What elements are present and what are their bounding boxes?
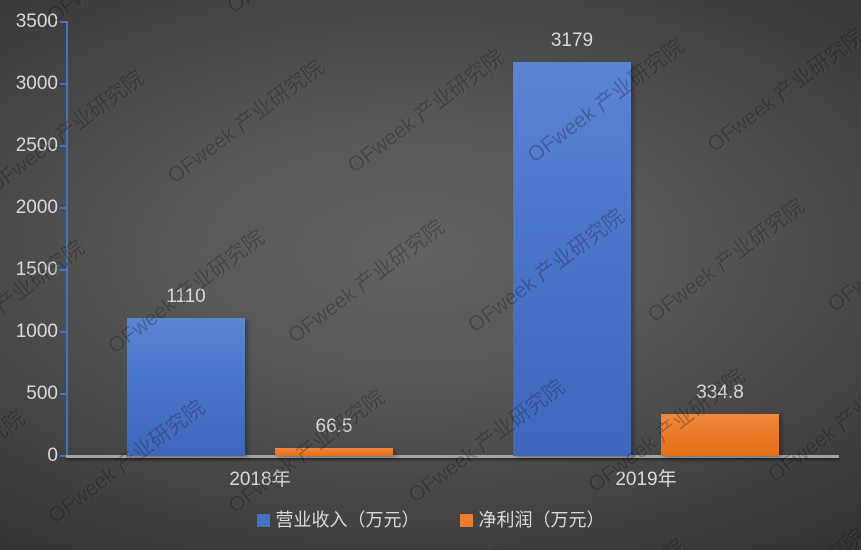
legend: 营业收入（万元） 净利润（万元） — [0, 509, 861, 531]
y-axis-tick-label: 1000 — [15, 321, 58, 342]
legend-swatch-icon — [256, 513, 270, 527]
y-axis-tick-label: 3500 — [15, 11, 58, 32]
y-axis-tick-label: 1500 — [15, 259, 58, 280]
y-axis-tick — [60, 393, 66, 395]
y-axis-line — [66, 21, 68, 457]
bar-revenue-2018年 — [127, 318, 245, 456]
y-axis-tick-label: 0 — [47, 445, 58, 466]
y-axis-tick-label: 3000 — [15, 73, 58, 94]
x-axis-category-label: 2018年 — [229, 469, 291, 490]
y-axis-tick — [60, 331, 66, 333]
bar-value-label: 334.8 — [696, 382, 744, 404]
legend-item-profit: 净利润（万元） — [459, 509, 605, 531]
y-axis-tick — [60, 145, 66, 147]
y-axis-tick — [60, 269, 66, 271]
bar-value-label: 66.5 — [315, 415, 353, 437]
x-axis-category-label: 2019年 — [615, 469, 677, 490]
legend-label: 营业收入（万元） — [275, 510, 420, 530]
y-axis-tick — [60, 455, 66, 457]
x-axis-line — [66, 455, 839, 458]
y-axis-tick — [60, 83, 66, 85]
legend-label: 净利润（万元） — [478, 510, 605, 530]
y-axis-tick — [60, 207, 66, 209]
y-axis-tick — [60, 21, 66, 23]
bar-value-label: 1110 — [166, 286, 206, 308]
bar-revenue-2019年 — [513, 61, 631, 456]
bar-profit-2018年 — [275, 447, 393, 456]
bar-value-label: 3179 — [550, 29, 594, 51]
legend-swatch-icon — [459, 513, 473, 527]
y-axis-tick-label: 2500 — [15, 135, 58, 156]
y-axis-tick-label: 2000 — [15, 197, 58, 218]
bar-profit-2019年 — [661, 414, 779, 456]
y-axis-tick-label: 500 — [26, 383, 58, 404]
legend-item-revenue: 营业收入（万元） — [256, 509, 420, 531]
